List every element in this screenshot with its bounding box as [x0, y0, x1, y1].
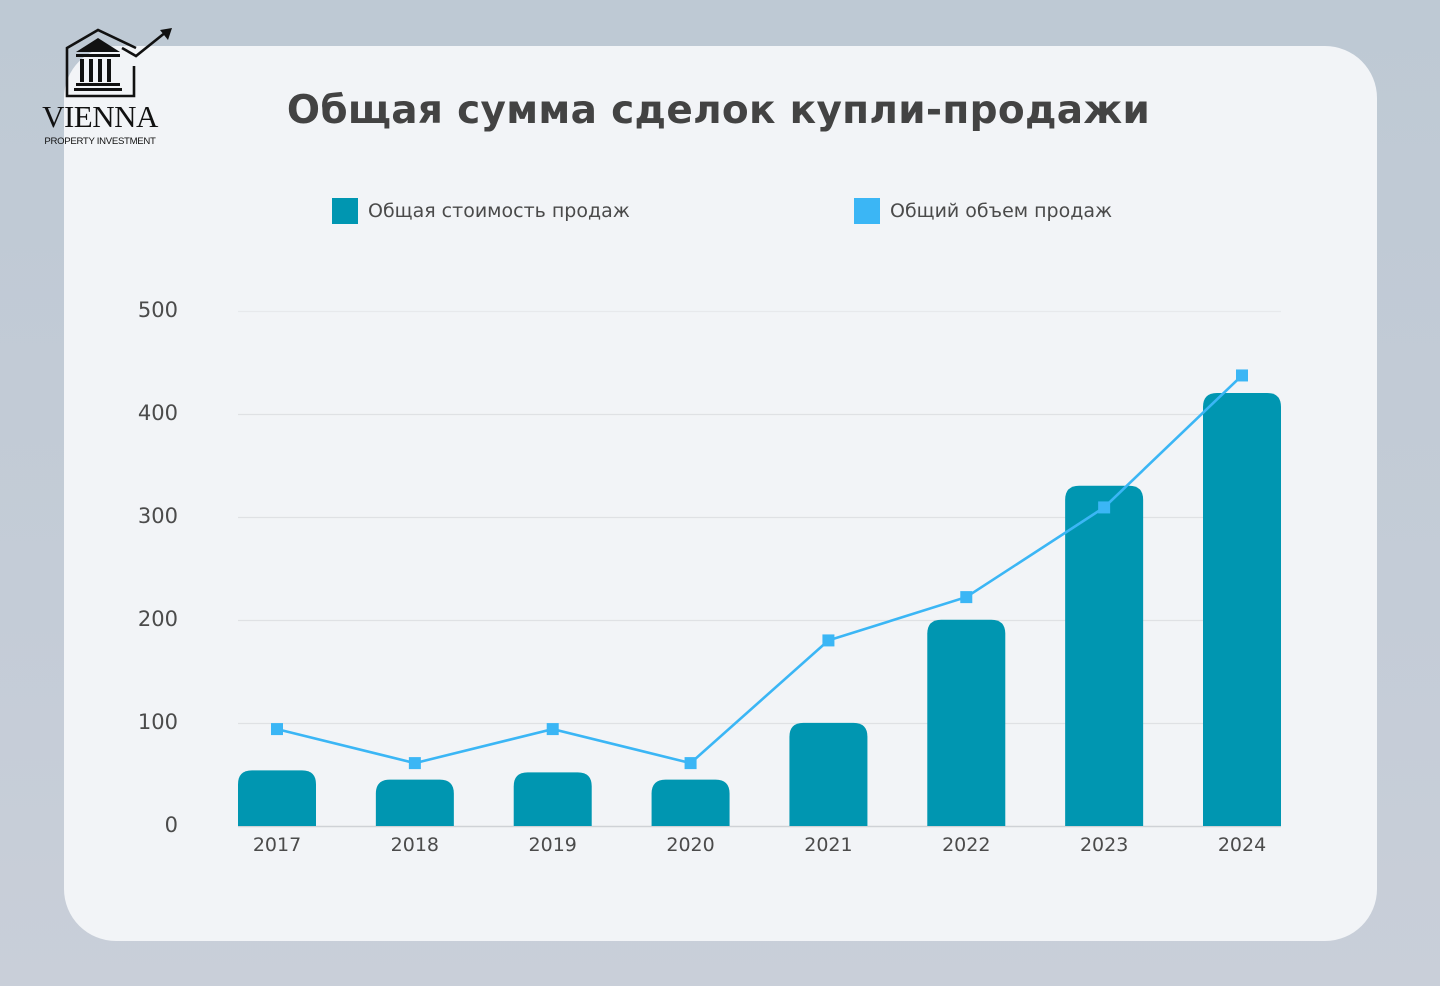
line-marker-2020[interactable]: [684, 757, 697, 770]
bar-2017[interactable]: [238, 770, 316, 826]
bar-2021[interactable]: [789, 722, 868, 826]
y-tick-label: 500: [137, 297, 178, 322]
x-tick-label: 2017: [252, 834, 302, 856]
bar-2019[interactable]: [513, 772, 592, 826]
line-marker-2023[interactable]: [1098, 501, 1111, 514]
line-marker-2021[interactable]: [822, 634, 835, 647]
x-tick-label: 2021: [804, 834, 853, 856]
bar-2023[interactable]: [1065, 485, 1144, 826]
brand-logo: VIENNA PROPERTY INVESTMENT: [30, 26, 172, 150]
sales-volume-line: [276, 374, 1243, 765]
bar-2024[interactable]: [1203, 392, 1281, 826]
x-tick-label: 2020: [666, 834, 715, 856]
legend-item-sales-volume[interactable]: Общий объем продаж: [854, 197, 1112, 225]
legend-item-sales-value[interactable]: Общая стоимость продаж: [332, 197, 630, 225]
line-marker-2022[interactable]: [960, 591, 973, 604]
x-tick-label: 2024: [1217, 834, 1267, 856]
legend-swatch-bar-icon: [332, 198, 358, 224]
y-tick-label: 0: [164, 813, 178, 837]
x-tick-label: 2023: [1079, 834, 1129, 856]
line-marker-2019[interactable]: [546, 723, 559, 736]
x-tick-label: 2019: [528, 834, 577, 856]
y-tick-label: 400: [137, 400, 178, 425]
bar-2022[interactable]: [927, 619, 1006, 826]
legend-label: Общая стоимость продаж: [368, 200, 630, 222]
brand-tagline: PROPERTY INVESTMENT: [44, 136, 156, 147]
y-tick-label: 200: [137, 606, 178, 631]
y-tick-label: 100: [137, 709, 178, 734]
brand-name: VIENNA: [42, 99, 158, 134]
x-tick-label: 2018: [390, 834, 440, 856]
line-marker-2024[interactable]: [1236, 369, 1248, 382]
building-with-rising-arrow-icon: [65, 28, 172, 98]
line-marker-2018[interactable]: [408, 757, 421, 770]
legend-label: Общий объем продаж: [890, 200, 1113, 222]
x-tick-label: 2022: [942, 834, 991, 856]
chart-legend: Общая стоимость продаж Общий объем прода…: [0, 197, 1440, 225]
bar-2018[interactable]: [375, 779, 454, 826]
chart-title: Общая сумма сделок купли-продажи: [286, 88, 1151, 133]
y-tick-label: 300: [137, 503, 178, 528]
bar-2020[interactable]: [651, 779, 730, 826]
line-marker-2017[interactable]: [271, 723, 283, 736]
legend-swatch-line-icon: [854, 198, 880, 224]
